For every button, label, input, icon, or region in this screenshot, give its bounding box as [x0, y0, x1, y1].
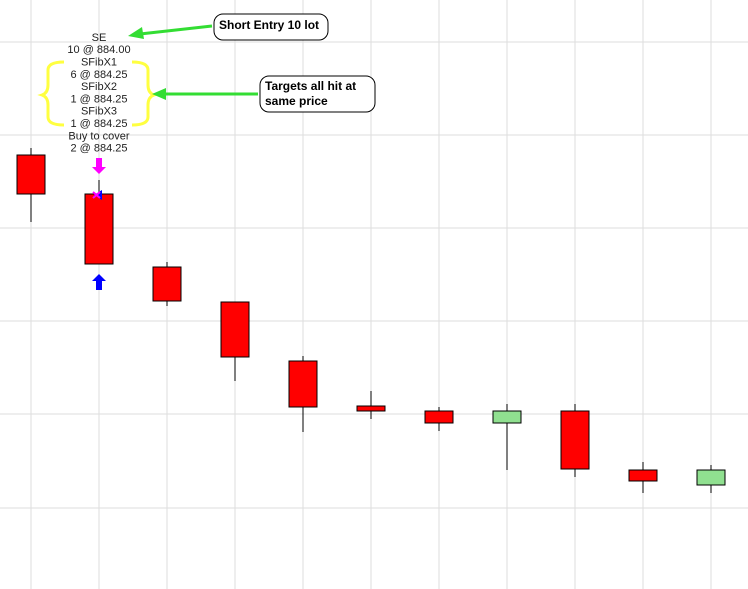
candle-body — [84, 193, 114, 265]
fill-marker — [92, 191, 101, 199]
candle-body — [16, 154, 46, 195]
candle-body — [628, 469, 658, 482]
brace — [37, 60, 65, 127]
callout-text: Targets all hit at — [265, 79, 356, 93]
callout-box — [259, 75, 376, 113]
candles — [16, 148, 726, 493]
cover-arrow — [92, 274, 106, 290]
callout-arrow — [128, 27, 144, 39]
callout-arrow — [139, 24, 213, 36]
candle-body — [220, 301, 250, 358]
grid — [0, 41, 748, 509]
candle-body — [560, 410, 590, 470]
trade-label: SE — [92, 32, 107, 44]
trade-label: 1 @ 884.25 — [70, 93, 127, 105]
callout-arrow — [152, 88, 166, 100]
callout-text: Short Entry 10 lot — [219, 18, 319, 32]
brace — [131, 60, 159, 127]
trade-label: SFibX2 — [81, 81, 117, 93]
trade-label: Buy to cover — [68, 130, 129, 142]
trade-label: 10 @ 884.00 — [67, 44, 130, 56]
candle-body — [696, 469, 726, 486]
trade-label: SFibX1 — [81, 57, 117, 69]
trade-label: 2 @ 884.25 — [70, 143, 127, 155]
callout-box — [213, 13, 329, 41]
candle-body — [152, 266, 182, 302]
candle-body — [492, 410, 522, 424]
candle-body — [288, 360, 318, 408]
trade-label: 6 @ 884.25 — [70, 69, 127, 81]
trade-label: 1 @ 884.25 — [70, 118, 127, 130]
trade-label: SFibX3 — [81, 106, 117, 118]
candle-body — [356, 405, 386, 412]
candle-body — [424, 410, 454, 424]
sell-arrow — [92, 158, 106, 174]
callout-text: same price — [265, 94, 328, 108]
